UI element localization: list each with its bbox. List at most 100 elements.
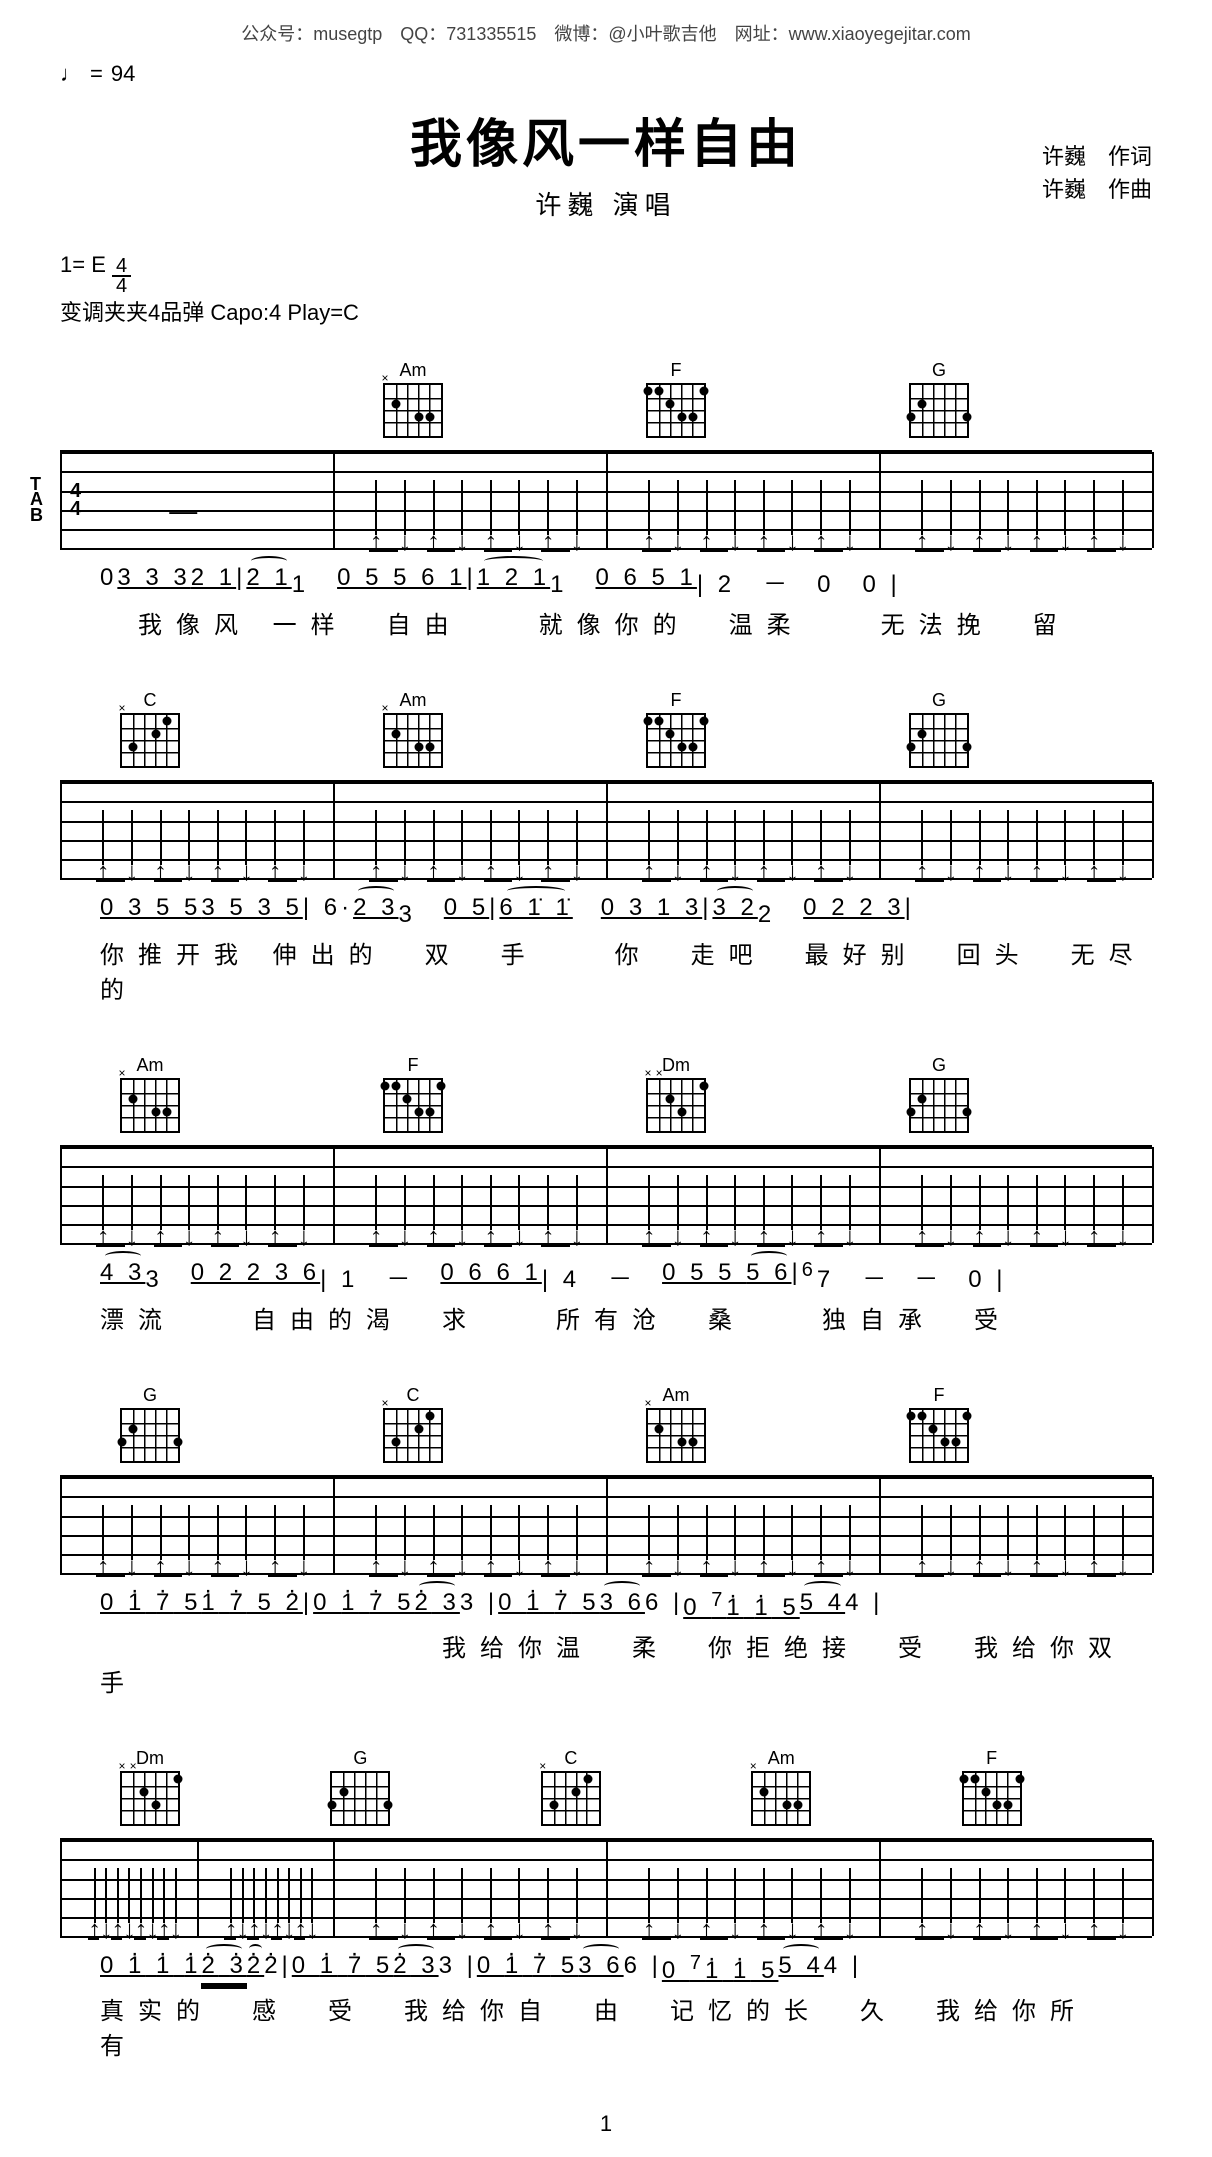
barline — [60, 1147, 62, 1243]
title-block: 我像风一样自由 许巍 演唱 — [60, 102, 1152, 222]
numbered-notation: 4 3 3 0 2 2 3 6 | 1 － 0 6 6 1 | 4 － 0 5 … — [60, 1259, 1152, 1294]
numbered-notation: 0 1 1 1 2 3 2 2 | 0 1 7 5 2 3 3 | 0 1 7 … — [60, 1952, 1152, 1985]
chord-name: G — [932, 1055, 946, 1076]
chord-row: Dm××GC×Am×F — [60, 1748, 1152, 1838]
fretboard: × — [120, 713, 180, 768]
chord-name: F — [671, 690, 682, 711]
strum-mark: ↑ — [427, 1505, 441, 1573]
barline — [1152, 1147, 1154, 1243]
strum-mark: ↑ — [1087, 1505, 1101, 1573]
lyric-line: 真实的 感 受 我给你自 由 记忆的长 久 我给你所 有 — [60, 1991, 1152, 2061]
barline — [333, 1840, 335, 1936]
fretboard — [909, 1078, 969, 1133]
strum-mark: ↓ — [944, 1868, 958, 1936]
rest-mark: — — [169, 495, 197, 527]
chord-diagram-f: F — [962, 1748, 1022, 1838]
strum-mark: ↓ — [944, 480, 958, 548]
chord-diagram-f: F — [646, 360, 706, 450]
chord-name: Dm — [662, 1055, 690, 1076]
strum-mark: ↑ — [757, 480, 771, 548]
strum-mark: ↓ — [570, 1505, 584, 1573]
composer-credit: 许巍 作曲 — [1042, 173, 1152, 206]
strum-mark: ↓ — [570, 480, 584, 548]
strum-mark: ↑ — [757, 1175, 771, 1243]
strum-mark: ↑ — [973, 480, 987, 548]
strum-mark: ↓ — [239, 1505, 253, 1573]
strum-mark: ↑ — [915, 1175, 929, 1243]
strum-mark: ↑ — [1087, 1175, 1101, 1243]
strum-mark: ↑ — [700, 1505, 714, 1573]
strum-mark: ↑ — [484, 810, 498, 878]
chord-cell: F — [942, 1748, 1152, 1838]
strum-mark: ↑ — [915, 810, 929, 878]
strum-mark: ↓ — [843, 1505, 857, 1573]
strum-mark: ↑ — [484, 1505, 498, 1573]
key-capo: 1= E 4 4 变调夹夹4品弹 Capo:4 Play=C — [60, 247, 1152, 330]
strum-mark: ↑ — [700, 1868, 714, 1936]
tab-staff: ↑↓↑↓↑↓↑↓↑↓↑↓↑↓↑↓↑↓↑↓↑↓↑↓↑↓↑↓↑↓↑↓ — [60, 1145, 1152, 1245]
strum-mark: ↓ — [455, 810, 469, 878]
chord-diagram-g: G — [909, 690, 969, 780]
barline — [606, 1840, 608, 1936]
fretboard — [909, 383, 969, 438]
strum-mark: ↓ — [1116, 810, 1130, 878]
strum-mark: ↑ — [369, 1505, 383, 1573]
strum-mark: ↑ — [541, 480, 555, 548]
chord-cell: Am× — [363, 690, 626, 780]
strum-mark: ↑ — [427, 480, 441, 548]
fretboard — [383, 1078, 443, 1133]
strum-mark: ↓ — [785, 810, 799, 878]
strum-mark: ↓ — [671, 810, 685, 878]
strum-mark: ↑ — [915, 480, 929, 548]
lyric-line: 你推开我 伸出的 双 手 你 走吧 最好别 回头 无尽的 — [60, 935, 1152, 1005]
chord-name: Am — [400, 360, 427, 381]
chord-cell: C× — [100, 690, 363, 780]
strum-mark: ↑ — [369, 480, 383, 548]
subtitle: 许巍 演唱 — [60, 185, 1152, 222]
strum-mark: ↓ — [843, 1175, 857, 1243]
barline — [333, 452, 335, 548]
chord-cell: G — [100, 1385, 363, 1475]
chord-diagram-am: Am× — [120, 1055, 180, 1145]
strum-mark: ↓ — [398, 810, 412, 878]
tab-label: TAB — [30, 477, 43, 523]
strum-mark: ↓ — [512, 810, 526, 878]
strum-mark: ↓ — [512, 1175, 526, 1243]
strum-mark: ↓ — [1058, 810, 1072, 878]
chord-name: G — [932, 360, 946, 381]
strum-mark: ↑ — [1087, 810, 1101, 878]
numbered-notation: 0 1 7 5 1 7 5 2 | 0 1 7 5 2 3 3 | 0 1 7 … — [60, 1589, 1152, 1622]
capo-text: 变调夹夹4品弹 Capo:4 Play=C — [60, 295, 1152, 330]
chord-diagram-am: Am× — [383, 690, 443, 780]
strum-mark: ↑ — [484, 1175, 498, 1243]
strum-mark: ↓ — [512, 1505, 526, 1573]
chord-name: F — [671, 360, 682, 381]
barline — [879, 1840, 881, 1936]
strum-mark: ↓ — [455, 1505, 469, 1573]
strum-mark: ↓ — [843, 810, 857, 878]
strum-mark: ↓ — [785, 1175, 799, 1243]
strum-mark: ↑ — [642, 1175, 656, 1243]
strum-mark: ↑ — [1030, 1175, 1044, 1243]
strum-mark: ↑ — [96, 1175, 110, 1243]
strum-mark: ↓ — [182, 1505, 196, 1573]
chord-cell: Am× — [731, 1748, 941, 1838]
strum-mark: ↑ — [814, 1175, 828, 1243]
chord-diagram-f: F — [909, 1385, 969, 1475]
chord-cell: Dm×× — [100, 1748, 310, 1838]
barline — [606, 782, 608, 878]
chord-cell: G — [310, 1748, 520, 1838]
strum-mark: ↓ — [297, 1505, 311, 1573]
chord-diagram-am: Am× — [646, 1385, 706, 1475]
chord-diagram-am: Am× — [751, 1748, 811, 1838]
strum-mark: ↓ — [671, 1505, 685, 1573]
fretboard: × — [383, 1408, 443, 1463]
strum-mark: ↓ — [785, 1868, 799, 1936]
strum-mark: ↑ — [814, 480, 828, 548]
strum-mark: ↑ — [642, 810, 656, 878]
barline — [1152, 782, 1154, 878]
strum-mark: ↓ — [455, 480, 469, 548]
barline — [606, 1477, 608, 1573]
header-meta: 公众号：musegtp QQ：731335515 微博：@小叶歌吉他 网址：ww… — [60, 20, 1152, 46]
strum-mark: ↑ — [642, 480, 656, 548]
